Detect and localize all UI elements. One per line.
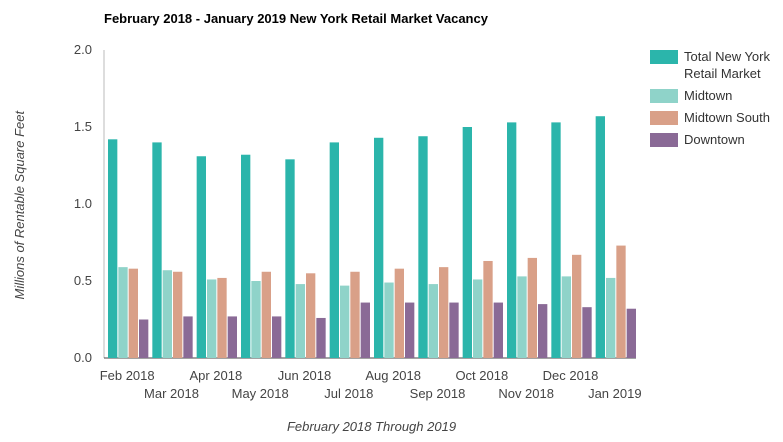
- legend-label-line: Midtown: [684, 88, 733, 103]
- bar-downtown: [316, 317, 326, 358]
- legend-item: Midtown: [650, 87, 783, 104]
- bar-midtown: [473, 279, 483, 358]
- legend: Total New York Retail Market Midtown Midtow…: [650, 48, 783, 153]
- bar-midtown-south: [217, 277, 227, 358]
- legend-label: Total New York Retail Market: [684, 48, 770, 82]
- bar-total-new-york-retail-market: [108, 139, 118, 358]
- y-tick-label: 1.0: [74, 196, 92, 211]
- legend-label: Midtown South: [684, 109, 770, 126]
- bar-midtown: [384, 282, 394, 358]
- x-tick-label: Mar 2018: [144, 386, 199, 401]
- bar-total-new-york-retail-market: [507, 122, 517, 358]
- bar-total-new-york-retail-market: [285, 159, 295, 358]
- bar-downtown: [227, 316, 237, 358]
- bar-midtown: [207, 279, 217, 358]
- legend-item: Downtown: [650, 131, 783, 148]
- x-tick-label: Sep 2018: [410, 386, 466, 401]
- bar-midtown-south: [394, 268, 404, 358]
- bar-midtown-south: [439, 267, 449, 358]
- y-tick-label: 1.5: [74, 119, 92, 134]
- legend-label-line: Retail Market: [684, 66, 761, 81]
- x-tick-label: Jul 2018: [324, 386, 373, 401]
- bar-midtown: [517, 276, 527, 358]
- x-tick-label: May 2018: [232, 386, 289, 401]
- y-tick-label: 2.0: [74, 42, 92, 57]
- bar-midtown-south: [572, 254, 582, 358]
- legend-label-line: Midtown South: [684, 110, 770, 125]
- bar-midtown: [428, 284, 438, 358]
- bar-midtown-south: [173, 271, 183, 358]
- bar-midtown-south: [350, 271, 360, 358]
- x-tick-label: Aug 2018: [365, 368, 421, 383]
- bar-midtown-south: [616, 245, 626, 358]
- bar-downtown: [272, 316, 282, 358]
- legend-item: Total New York Retail Market: [650, 48, 783, 82]
- bar-midtown: [340, 285, 350, 358]
- chart-title: February 2018 - January 2019 New York Re…: [104, 11, 488, 26]
- bar-downtown: [582, 307, 592, 358]
- bar-downtown: [538, 304, 548, 358]
- bar-total-new-york-retail-market: [551, 122, 561, 358]
- legend-swatch: [650, 111, 678, 125]
- bar-midtown-south: [483, 260, 493, 358]
- legend-label-line: Total New York: [684, 49, 770, 64]
- bar-downtown: [449, 302, 459, 358]
- bar-total-new-york-retail-market: [595, 116, 605, 358]
- bar-downtown: [183, 316, 193, 358]
- x-tick-label: Oct 2018: [455, 368, 508, 383]
- bar-midtown-south: [128, 268, 138, 358]
- bar-downtown: [139, 319, 149, 358]
- bar-midtown: [118, 267, 128, 358]
- x-tick-label: Jan 2019: [588, 386, 642, 401]
- x-tick-label: Nov 2018: [498, 386, 554, 401]
- bar-midtown: [295, 284, 305, 358]
- bar-total-new-york-retail-market: [152, 142, 162, 358]
- bar-downtown: [360, 302, 370, 358]
- legend-swatch: [650, 50, 678, 64]
- bar-total-new-york-retail-market: [418, 136, 428, 358]
- legend-label: Midtown: [684, 87, 732, 104]
- bar-downtown: [493, 302, 503, 358]
- x-tick-label: Jun 2018: [278, 368, 332, 383]
- bar-downtown: [626, 308, 636, 358]
- y-tick-label: 0.5: [74, 273, 92, 288]
- bar-total-new-york-retail-market: [374, 137, 384, 358]
- bar-midtown: [606, 277, 616, 358]
- legend-swatch: [650, 133, 678, 147]
- bar-midtown: [561, 276, 571, 358]
- legend-label: Downtown: [684, 131, 745, 148]
- bar-midtown-south: [306, 273, 316, 358]
- legend-item: Midtown South: [650, 109, 783, 126]
- bar-downtown: [405, 302, 415, 358]
- bar-midtown: [162, 270, 172, 358]
- bar-total-new-york-retail-market: [329, 142, 339, 358]
- x-tick-label: Apr 2018: [189, 368, 242, 383]
- bar-midtown-south: [261, 271, 271, 358]
- bar-midtown-south: [527, 257, 537, 358]
- bar-total-new-york-retail-market: [241, 154, 251, 358]
- x-tick-label: Dec 2018: [543, 368, 599, 383]
- bar-total-new-york-retail-market: [462, 127, 472, 358]
- x-axis-title: February 2018 Through 2019: [286, 419, 457, 434]
- bar-midtown: [251, 281, 261, 358]
- x-tick-label: Feb 2018: [100, 368, 155, 383]
- legend-label-line: Downtown: [684, 132, 745, 147]
- legend-swatch: [650, 89, 678, 103]
- bar-total-new-york-retail-market: [196, 156, 206, 358]
- y-tick-label: 0.0: [74, 350, 92, 365]
